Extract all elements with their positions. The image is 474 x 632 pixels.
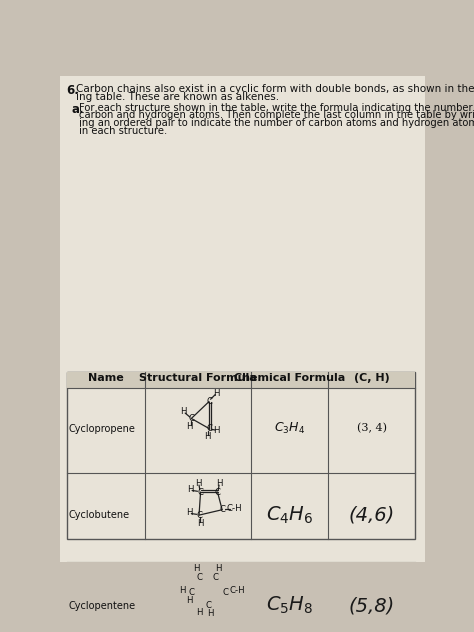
Bar bbox=[66, 372, 415, 539]
Text: C: C bbox=[196, 511, 202, 520]
Text: C: C bbox=[219, 505, 225, 514]
Text: H: H bbox=[213, 427, 220, 435]
Text: ing table. These are known as alkenes.: ing table. These are known as alkenes. bbox=[76, 92, 279, 102]
Text: (4,6): (4,6) bbox=[348, 506, 395, 525]
Text: (3, 4): (3, 4) bbox=[356, 423, 386, 434]
Text: $C_3H_4$: $C_3H_4$ bbox=[274, 421, 305, 436]
Text: 6.: 6. bbox=[66, 83, 80, 97]
Text: (C, H): (C, H) bbox=[354, 373, 389, 383]
Text: H: H bbox=[215, 564, 221, 573]
Text: H: H bbox=[195, 479, 201, 488]
Text: Carbon chains also exist in a cyclic form with double bonds, as shown in the fol: Carbon chains also exist in a cyclic for… bbox=[76, 83, 474, 94]
Text: H: H bbox=[207, 609, 214, 618]
Text: For each structure shown in the table, write the formula indicating the number o: For each structure shown in the table, w… bbox=[79, 103, 474, 112]
Text: C: C bbox=[215, 487, 220, 497]
Text: H: H bbox=[217, 479, 223, 488]
Text: C: C bbox=[222, 588, 228, 597]
Text: C: C bbox=[206, 424, 212, 433]
Text: H: H bbox=[197, 519, 204, 528]
Text: C: C bbox=[198, 487, 203, 497]
Text: $C_5H_8$: $C_5H_8$ bbox=[266, 595, 313, 616]
Text: H: H bbox=[193, 564, 200, 573]
Text: H: H bbox=[204, 432, 211, 442]
Text: C-H: C-H bbox=[230, 586, 246, 595]
Text: C: C bbox=[213, 573, 219, 581]
Text: H: H bbox=[187, 422, 193, 430]
Text: H: H bbox=[179, 586, 185, 595]
Text: H: H bbox=[181, 407, 187, 416]
Text: carbon and hydrogen atoms. Then complete the last column in the table by writ-: carbon and hydrogen atoms. Then complete… bbox=[79, 111, 474, 121]
Text: H: H bbox=[187, 485, 194, 494]
Text: Cyclobutene: Cyclobutene bbox=[69, 510, 130, 520]
Text: $C_4H_6$: $C_4H_6$ bbox=[266, 504, 313, 526]
Text: H: H bbox=[196, 608, 202, 617]
Text: H: H bbox=[213, 389, 220, 398]
Text: in each structure.: in each structure. bbox=[79, 126, 167, 136]
Text: Cyclopentene: Cyclopentene bbox=[69, 600, 136, 611]
Text: C: C bbox=[188, 414, 194, 423]
Text: C: C bbox=[188, 588, 194, 597]
Text: Cyclopropene: Cyclopropene bbox=[69, 423, 136, 434]
Bar bbox=[66, 372, 415, 389]
Text: a.: a. bbox=[71, 103, 84, 116]
Text: H: H bbox=[187, 597, 193, 605]
Text: C-H: C-H bbox=[227, 504, 242, 513]
Text: C: C bbox=[205, 601, 211, 610]
Text: H: H bbox=[187, 508, 193, 518]
Text: C: C bbox=[196, 573, 202, 581]
Text: ing an ordered pair to indicate the number of carbon atoms and hydrogen atoms: ing an ordered pair to indicate the numb… bbox=[79, 118, 474, 128]
Text: Structural Formula: Structural Formula bbox=[139, 373, 257, 383]
Text: Name: Name bbox=[88, 373, 124, 383]
Text: C: C bbox=[206, 397, 212, 406]
Text: Chemical Formula: Chemical Formula bbox=[234, 373, 346, 383]
Text: (5,8): (5,8) bbox=[348, 596, 395, 615]
